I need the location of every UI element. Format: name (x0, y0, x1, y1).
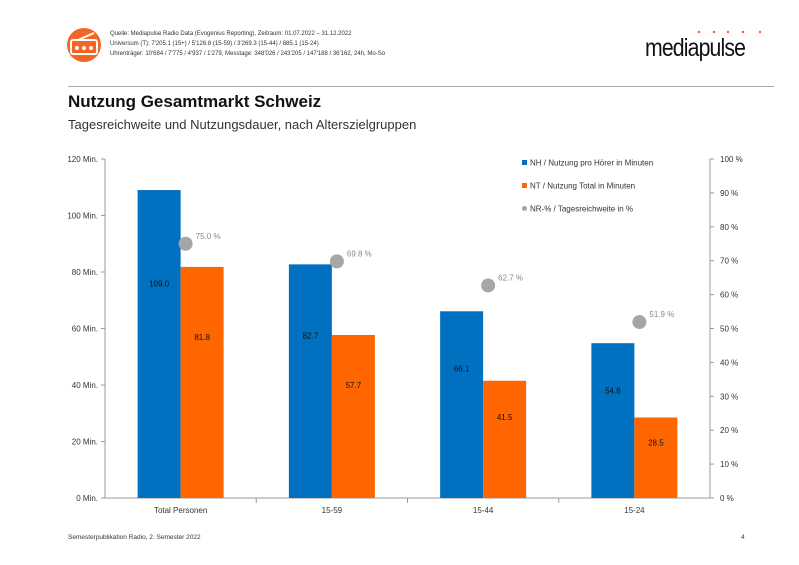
nr-point-label: 51.9 % (649, 310, 674, 319)
source-line: Quelle: Mediapulse Radio Data (Evogenius… (110, 31, 352, 37)
nt-bar (180, 266, 224, 498)
left-tick-label: 120 Min. (67, 155, 98, 164)
right-tick-label: 90 % (720, 189, 738, 198)
nh-bar-label: 66.1 (454, 364, 470, 373)
nr-point-label: 69.8 % (347, 249, 372, 258)
mediapulse-logo: mediapulse (645, 30, 762, 61)
right-tick-label: 20 % (720, 426, 738, 435)
page-number: 4 (741, 534, 745, 541)
right-tick-label: 30 % (720, 392, 738, 401)
nh-bar-label: 82.7 (303, 331, 319, 340)
page-title: Nutzung Gesamtmarkt Schweiz (68, 92, 322, 111)
right-tick-label: 40 % (720, 358, 738, 367)
category-label: 15-24 (624, 506, 645, 515)
left-tick-label: 20 Min. (72, 438, 98, 447)
left-tick-label: 60 Min. (72, 325, 98, 334)
footer: Semesterpublikation Radio, 2. Semester 2… (68, 534, 201, 541)
nh-bar (288, 264, 332, 498)
category-label: 15-44 (473, 506, 494, 515)
page-subtitle: Tagesreichweite und Nutzungsdauer, nach … (68, 117, 417, 132)
nr-point (632, 315, 647, 330)
left-tick-label: 0 Min. (76, 494, 98, 503)
nr-point (329, 254, 344, 269)
right-tick-label: 50 % (720, 325, 738, 334)
legend-swatch (522, 183, 527, 188)
legend-label: NR-% / Tagesreichweite in % (530, 205, 633, 214)
legend-label: NT / Nutzung Total in Minuten (530, 182, 635, 191)
nr-point-label: 75.0 % (196, 232, 221, 241)
right-tick-label: 0 % (720, 494, 734, 503)
nt-bar (483, 380, 527, 498)
divider (68, 86, 774, 87)
legend-swatch (522, 206, 527, 211)
right-tick-label: 10 % (720, 460, 738, 469)
legend-swatch (522, 160, 527, 165)
right-tick-label: 60 % (720, 291, 738, 300)
nh-bar (137, 190, 181, 498)
legend-label: NH / Nutzung pro Hörer in Minuten (530, 159, 653, 168)
svg-text:mediapulse: mediapulse (645, 33, 745, 61)
sample-line: Uhrenträger: 10'684 / 7'775 / 4'937 / 1'… (110, 51, 386, 57)
nh-bar (440, 311, 484, 498)
nr-point (178, 236, 193, 251)
nh-bar (591, 343, 635, 498)
right-tick-label: 70 % (720, 257, 738, 266)
left-tick-label: 40 Min. (72, 381, 98, 390)
radio-icon (67, 28, 101, 62)
nh-bar-label: 109.0 (149, 279, 170, 288)
nt-bar (634, 417, 678, 498)
left-tick-label: 100 Min. (67, 212, 98, 221)
nh-bar-label: 54.8 (605, 387, 621, 396)
category-label: 15-59 (322, 506, 343, 515)
nt-bar-label: 57.7 (346, 381, 362, 390)
right-tick-label: 100 % (720, 155, 743, 164)
nt-bar (331, 334, 375, 498)
nt-bar-label: 28.5 (648, 439, 664, 448)
category-label: Total Personen (154, 506, 207, 515)
nr-point (481, 278, 496, 293)
left-tick-label: 80 Min. (72, 268, 98, 277)
right-tick-label: 80 % (720, 223, 738, 232)
nt-bar-label: 41.5 (497, 413, 513, 422)
nr-point-label: 62.7 % (498, 273, 523, 282)
nt-bar-label: 81.8 (194, 333, 210, 342)
universe-line: Universum (T): 7'205.1 (15+) / 5'126.8 (… (110, 41, 319, 47)
